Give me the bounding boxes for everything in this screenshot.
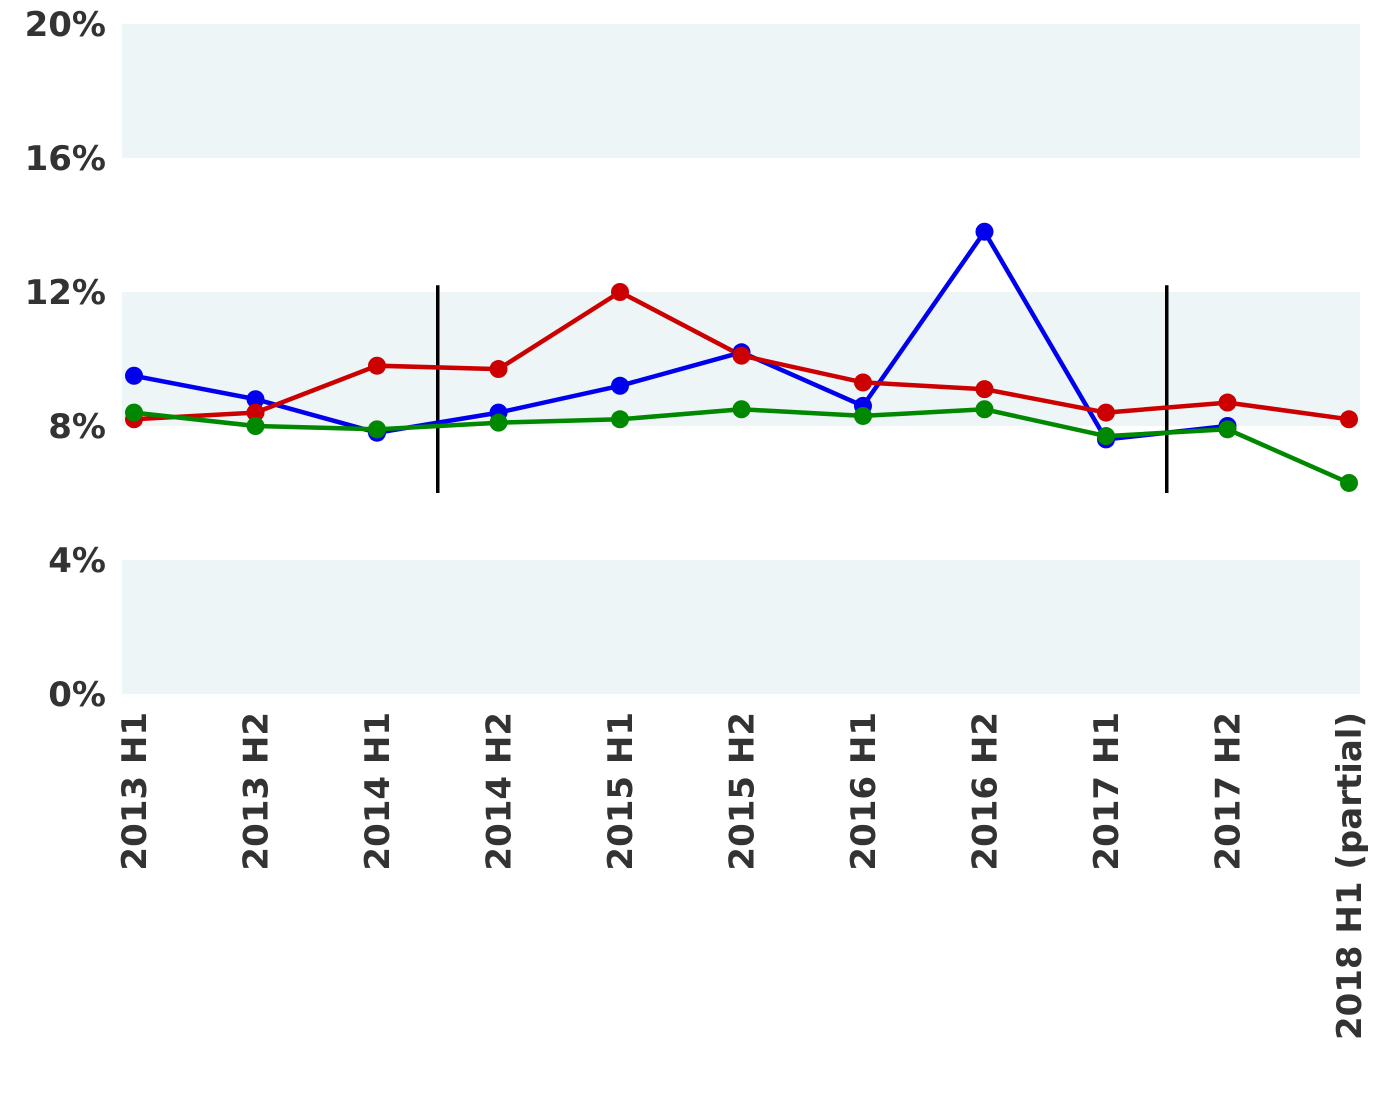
data-point-series-2 — [854, 373, 872, 392]
background-band — [122, 24, 1360, 158]
x-tick-label: 2015 H2 — [723, 712, 763, 871]
data-point-series-3 — [246, 417, 265, 435]
data-point-series-2 — [368, 356, 386, 375]
data-point-series-2 — [611, 283, 629, 301]
data-point-series-2 — [1097, 403, 1115, 422]
data-point-series-3 — [1218, 420, 1237, 439]
data-point-series-3 — [1097, 427, 1115, 446]
series-points — [125, 222, 1358, 492]
period-dividers — [436, 285, 1169, 493]
data-point-series-3 — [368, 420, 386, 439]
data-point-series-1 — [125, 366, 143, 385]
x-tick-label: 2016 H2 — [966, 712, 1006, 871]
data-point-series-2 — [1218, 393, 1237, 412]
data-point-series-3 — [1340, 473, 1358, 492]
x-tick-label: 2013 H1 — [115, 712, 155, 871]
x-tick-label: 2018 H1 (partial) — [1330, 712, 1370, 1040]
data-point-series-3 — [611, 410, 629, 429]
y-tick-label: 20% — [25, 5, 106, 45]
x-tick-label: 2014 H1 — [358, 712, 398, 871]
data-point-series-2 — [489, 360, 508, 379]
data-point-series-1 — [975, 222, 994, 241]
y-tick-label: 16% — [25, 139, 106, 179]
y-tick-label: 0% — [48, 675, 106, 715]
x-axis-ticks: 2013 H1 2013 H2 2014 H1 2014 H2 2015 H1 2015 … — [115, 712, 1370, 1040]
data-point-series-3 — [489, 413, 508, 432]
data-point-series-2 — [732, 346, 751, 365]
x-tick-label: 2017 H2 — [1209, 712, 1249, 871]
data-point-series-3 — [854, 406, 872, 425]
background-band — [122, 560, 1360, 694]
y-tick-label: 12% — [25, 273, 106, 313]
y-tick-label: 8% — [48, 407, 106, 447]
data-point-series-3 — [125, 403, 143, 422]
y-axis-ticks: 0% 4% 8% 12% 16% 20% — [25, 5, 106, 715]
x-tick-label: 2016 H1 — [844, 712, 884, 871]
data-point-series-2 — [246, 403, 265, 422]
x-tick-label: 2017 H1 — [1087, 712, 1127, 871]
data-point-series-3 — [975, 400, 994, 419]
y-tick-label: 4% — [48, 541, 106, 581]
data-point-series-1 — [611, 376, 629, 395]
data-point-series-3 — [732, 400, 751, 419]
x-tick-label: 2013 H2 — [237, 712, 277, 871]
series-line-1 — [133, 229, 1228, 442]
x-tick-label: 2014 H2 — [480, 712, 520, 871]
data-point-series-2 — [1340, 410, 1358, 429]
data-point-series-1 — [246, 390, 265, 409]
data-point-series-2 — [975, 380, 994, 399]
x-tick-label: 2015 H1 — [601, 712, 641, 871]
